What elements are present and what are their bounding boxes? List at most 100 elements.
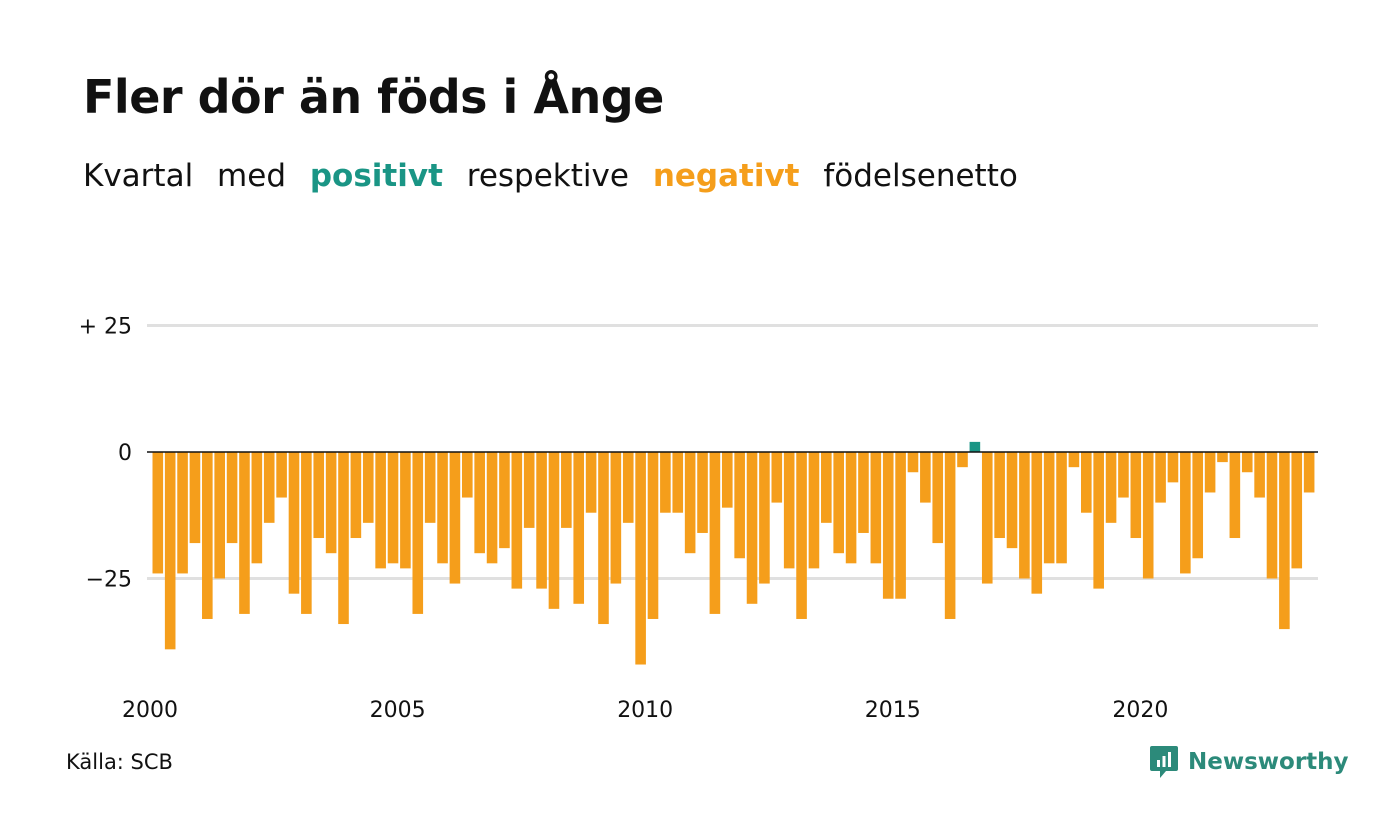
bar	[313, 452, 325, 539]
y-tick-label: 0	[118, 441, 132, 466]
bar	[1043, 452, 1055, 564]
chart-subtitle: Kvartal med positivt respektive negativt…	[83, 158, 1032, 194]
bar	[870, 452, 882, 564]
brand-name: Newsworthy	[1188, 749, 1349, 775]
bar	[288, 452, 300, 594]
bar	[1279, 452, 1290, 630]
bar	[585, 452, 597, 513]
newsworthy-logo-icon	[1150, 746, 1178, 778]
bar	[746, 452, 758, 604]
bar	[610, 452, 622, 584]
bar	[536, 452, 547, 589]
bar	[1303, 452, 1315, 493]
bar	[734, 452, 745, 559]
bar	[721, 452, 733, 508]
bar	[771, 452, 783, 503]
x-tick-label: 2015	[865, 698, 921, 723]
bar	[462, 452, 473, 498]
bars	[152, 441, 1315, 665]
bar	[511, 452, 523, 589]
bar	[796, 452, 807, 619]
bar	[895, 452, 906, 599]
bar	[957, 452, 968, 468]
subtitle-text-3: respektive	[466, 158, 629, 194]
bar	[672, 452, 684, 513]
bar	[920, 452, 931, 503]
bar	[548, 452, 560, 609]
bar	[325, 452, 337, 554]
y-tick-label: + 25	[79, 315, 132, 340]
bar	[1254, 452, 1265, 498]
bar	[1142, 452, 1154, 579]
chart-title: Fler dör än föds i Ånge	[83, 70, 664, 124]
bar	[1093, 452, 1104, 589]
bar	[164, 452, 176, 650]
bar	[251, 452, 263, 564]
bar	[301, 452, 312, 614]
bar	[214, 452, 225, 579]
bar	[1241, 452, 1253, 473]
bar	[1291, 452, 1303, 569]
bar	[152, 452, 164, 574]
bar	[882, 452, 894, 599]
x-tick-label: 2005	[370, 698, 426, 723]
bar	[759, 452, 770, 584]
bar	[647, 452, 659, 619]
bar	[709, 452, 721, 614]
bar	[202, 452, 213, 619]
bar	[189, 452, 201, 544]
bar	[400, 452, 411, 569]
bar	[1081, 452, 1092, 513]
y-tick-label: −25	[86, 568, 132, 593]
bar	[561, 452, 572, 528]
bar	[486, 452, 498, 564]
bar	[1130, 452, 1142, 539]
bar	[994, 452, 1005, 539]
bar	[387, 452, 399, 564]
bar	[1068, 452, 1080, 468]
x-tick-label: 2000	[122, 698, 178, 723]
bar	[350, 452, 362, 539]
subtitle-text-4: födelsenetto	[823, 158, 1018, 194]
bar	[177, 452, 188, 574]
bar	[474, 452, 485, 554]
bar	[239, 452, 250, 614]
bar	[375, 452, 386, 569]
bar	[1056, 452, 1067, 564]
bar	[1217, 452, 1228, 463]
bar	[1266, 452, 1278, 579]
bar	[969, 441, 981, 452]
bar	[833, 452, 844, 554]
bar	[981, 452, 993, 584]
bar	[1192, 452, 1204, 559]
bar	[684, 452, 696, 554]
bar	[1204, 452, 1216, 493]
bar	[338, 452, 349, 625]
bar	[808, 452, 820, 569]
axis-labels: + 25 0 −25 2000 2005 2010 2015 2020	[79, 315, 1169, 724]
bar	[263, 452, 275, 523]
bar	[412, 452, 424, 614]
bar	[598, 452, 609, 625]
bar	[1118, 452, 1129, 498]
bar	[1019, 452, 1030, 579]
bar	[1105, 452, 1117, 523]
bar	[858, 452, 869, 533]
bar	[660, 452, 671, 513]
bar	[573, 452, 585, 604]
bar	[1229, 452, 1241, 539]
bar	[362, 452, 374, 523]
bar	[697, 452, 708, 533]
brand-logo: Newsworthy	[1149, 745, 1349, 779]
bar	[821, 452, 832, 523]
subtitle-positive-word: positivt	[309, 158, 443, 194]
bar	[635, 452, 646, 665]
bar	[226, 452, 238, 544]
bar	[499, 452, 510, 549]
bar	[1167, 452, 1179, 483]
bar	[1006, 452, 1018, 549]
bar	[622, 452, 634, 523]
x-tick-label: 2010	[617, 698, 673, 723]
bar	[424, 452, 436, 523]
